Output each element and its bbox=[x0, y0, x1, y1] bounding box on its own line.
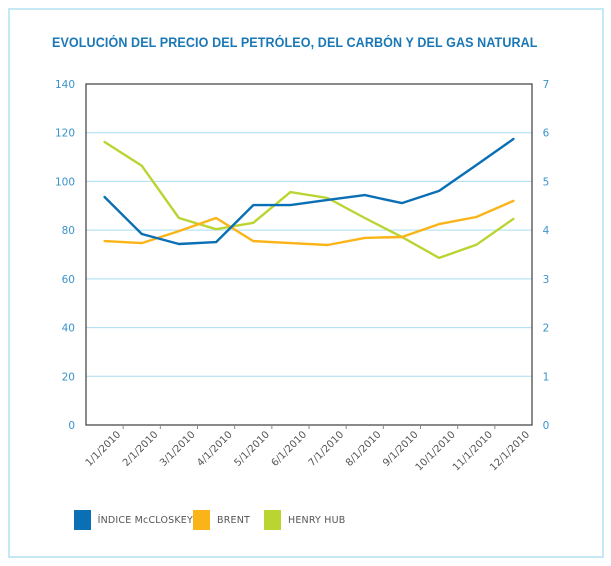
series-line-brent bbox=[103, 199, 515, 247]
left-y-axis-labels: 0 20 40 60 80 100 120 140 bbox=[55, 79, 75, 432]
y-right-tick-label: 7 bbox=[543, 79, 550, 91]
x-axis-labels: 1/1/20102/1/20103/1/20104/1/20105/1/2010… bbox=[84, 429, 532, 473]
chart-title: EVOLUCIÓN DEL PRECIO DEL PETRÓLEO, DEL C… bbox=[52, 35, 538, 50]
x-tick-label: 1/1/2010 bbox=[84, 429, 124, 469]
x-tick-label: 5/1/2010 bbox=[232, 429, 272, 469]
legend-item-mccloskey: ÍNDICE McCLOSKEY bbox=[74, 510, 193, 530]
y-right-tick-label: 0 bbox=[543, 420, 550, 432]
x-tick-label: 7/1/2010 bbox=[307, 429, 347, 469]
y-right-tick-label: 4 bbox=[543, 225, 550, 237]
y-left-tick-label: 140 bbox=[55, 79, 75, 91]
legend-label: BRENT bbox=[217, 514, 251, 526]
y-right-tick-label: 5 bbox=[543, 176, 550, 188]
x-tick-label: 9/1/2010 bbox=[381, 429, 421, 469]
y-left-tick-label: 0 bbox=[68, 420, 75, 432]
y-right-tick-label: 3 bbox=[543, 274, 550, 286]
y-left-tick-label: 60 bbox=[62, 274, 75, 286]
legend-item-brent: BRENT bbox=[193, 510, 264, 530]
legend-label: ÍNDICE McCLOSKEY bbox=[97, 514, 193, 526]
series-lines bbox=[103, 137, 515, 260]
y-left-tick-label: 120 bbox=[55, 128, 75, 140]
legend-swatch-mccloskey bbox=[74, 510, 91, 530]
y-right-tick-label: 1 bbox=[543, 371, 550, 383]
y-right-tick-label: 6 bbox=[543, 128, 550, 140]
y-right-tick-label: 2 bbox=[543, 323, 550, 335]
legend-swatch-henry-hub bbox=[264, 510, 281, 530]
x-tick-label: 2/1/2010 bbox=[121, 429, 161, 469]
plot-area-border bbox=[85, 83, 533, 426]
series-line-henry-hub bbox=[103, 140, 515, 260]
right-y-axis-labels: 0 1 2 3 4 5 6 7 bbox=[543, 79, 550, 432]
x-tick-label: 3/1/2010 bbox=[158, 429, 198, 469]
gridlines bbox=[86, 132, 532, 377]
legend: ÍNDICE McCLOSKEY BRENT HENRY HUB bbox=[74, 510, 345, 530]
legend-swatch-brent bbox=[193, 510, 210, 530]
legend-item-henry-hub: HENRY HUB bbox=[264, 510, 345, 530]
y-left-tick-label: 100 bbox=[55, 176, 75, 188]
legend-label: HENRY HUB bbox=[288, 514, 346, 526]
x-tick-label: 12/1/2010 bbox=[488, 429, 532, 473]
y-left-tick-label: 40 bbox=[62, 323, 75, 335]
y-left-tick-label: 80 bbox=[62, 225, 75, 237]
x-tick-label: 4/1/2010 bbox=[195, 429, 235, 469]
series-line--ndice-mccloskey bbox=[103, 137, 515, 246]
chart-frame bbox=[8, 8, 604, 558]
axes bbox=[85, 83, 533, 429]
x-tick-label: 8/1/2010 bbox=[344, 429, 384, 469]
y-left-tick-label: 20 bbox=[62, 371, 75, 383]
x-tick-label: 6/1/2010 bbox=[270, 429, 310, 469]
